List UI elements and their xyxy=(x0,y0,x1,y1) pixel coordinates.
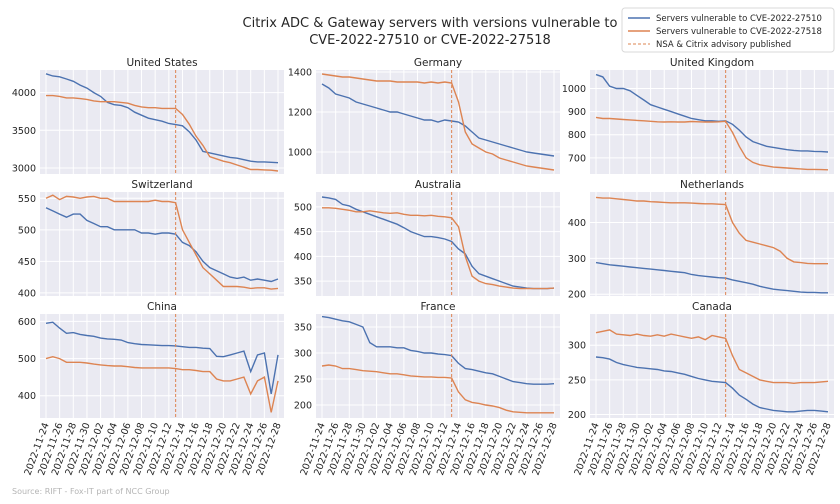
y-tick-label: 1200 xyxy=(288,108,312,119)
y-tick-label: 450 xyxy=(294,227,312,238)
source-note: Source: RIFT - Fox-IT part of NCC Group xyxy=(12,487,170,496)
y-tick-label: 550 xyxy=(18,194,36,205)
panel-united-kingdom: 700 800 900 1000 United Kingdom xyxy=(562,57,834,174)
y-tick-label: 250 xyxy=(568,375,586,386)
legend-box xyxy=(621,7,835,53)
series-line-cve-2022-27518 xyxy=(321,364,554,414)
y-tick-label: 500 xyxy=(18,225,36,236)
panel-australia: 350 400 450 500 Australia xyxy=(294,179,560,296)
series-line-cve-2022-27518 xyxy=(322,207,555,290)
y-tick-label: 300 xyxy=(294,349,312,360)
y-tick-label: 500 xyxy=(294,202,312,213)
legend-label-27518: Servers vulnerable to CVE-2022-27518 xyxy=(656,27,822,37)
plot-background xyxy=(40,314,284,418)
panel-china: 400500600China2022-11-242022-11-262022-1… xyxy=(18,301,284,477)
series-line-cve-2022-27510 xyxy=(321,83,555,157)
panel-title: Germany xyxy=(414,57,462,69)
panel-switzerland: 400 450 500 550 Switzerland xyxy=(18,179,284,299)
panels: 3000 3500 4000 United States 1000 1200 1400 Ger… xyxy=(12,57,834,477)
panel-title: France xyxy=(421,301,456,313)
chart-title-line-2: CVE-2022-27510 or CVE-2022-27518 xyxy=(309,33,551,48)
series-line-cve-2022-27518 xyxy=(45,194,279,290)
legend: Servers vulnerable to CVE-2022-27510 Ser… xyxy=(621,7,835,53)
y-tick-label: 400 xyxy=(294,252,312,263)
series-line-cve-2022-27518 xyxy=(595,196,828,265)
plot-background xyxy=(40,70,284,174)
panel-title: United Kingdom xyxy=(670,57,754,69)
panel-title: Switzerland xyxy=(131,179,192,191)
plot-background xyxy=(590,314,834,418)
y-tick-label: 250 xyxy=(294,375,312,386)
plot-background xyxy=(40,192,284,296)
series-line-cve-2022-27510 xyxy=(321,196,555,290)
plot-background xyxy=(590,192,834,296)
series-line-cve-2022-27510 xyxy=(595,261,828,294)
panel-canada: 200250300Canada2022-11-242022-11-262022-… xyxy=(568,301,834,477)
y-tick-label: 1400 xyxy=(288,68,312,79)
panel-france: 200250300350France2022-11-242022-11-2620… xyxy=(294,301,560,477)
series-line-cve-2022-27510 xyxy=(595,356,829,413)
series-line-cve-2022-27510 xyxy=(45,207,279,283)
plot-background xyxy=(316,314,560,418)
y-tick-label: 1000 xyxy=(562,84,586,95)
series-line-cve-2022-27518 xyxy=(595,329,829,385)
panel-title: United States xyxy=(126,57,197,69)
y-tick-label: 600 xyxy=(18,317,36,328)
y-tick-label: 900 xyxy=(568,107,586,118)
y-tick-label: 400 xyxy=(18,391,36,402)
series-line-cve-2022-27510 xyxy=(45,321,279,395)
y-tick-label: 200 xyxy=(568,290,586,301)
series-line-cve-2022-27518 xyxy=(45,355,279,413)
y-tick-label: 450 xyxy=(18,257,36,268)
panel-netherlands: 200 300 400 Netherlands xyxy=(568,179,834,301)
panel-title: Australia xyxy=(415,179,461,191)
y-tick-label: 800 xyxy=(568,130,586,141)
legend-label-27510: Servers vulnerable to CVE-2022-27510 xyxy=(656,14,822,24)
y-tick-label: 300 xyxy=(568,254,586,265)
chart-title-line-1: Citrix ADC & Gateway servers with versio… xyxy=(243,16,618,31)
series-line-cve-2022-27510 xyxy=(321,315,555,385)
series-line-cve-2022-27518 xyxy=(46,94,279,172)
y-tick-label: 700 xyxy=(568,153,586,164)
panel-united-states: 3000 3500 4000 United States xyxy=(12,57,284,174)
panel-germany: 1000 1200 1400 Germany xyxy=(288,57,560,174)
y-tick-label: 1000 xyxy=(288,148,312,159)
y-tick-label: 200 xyxy=(568,410,586,421)
y-tick-label: 400 xyxy=(18,288,36,299)
series-line-cve-2022-27518 xyxy=(321,73,555,171)
y-tick-label: 3500 xyxy=(12,126,36,137)
y-tick-label: 3000 xyxy=(12,163,36,174)
y-tick-label: 4000 xyxy=(12,88,36,99)
y-tick-label: 300 xyxy=(568,341,586,352)
series-line-cve-2022-27518 xyxy=(595,116,829,171)
y-tick-label: 400 xyxy=(568,218,586,229)
series-line-cve-2022-27510 xyxy=(595,73,829,153)
y-tick-label: 500 xyxy=(18,354,36,365)
panel-title: China xyxy=(147,301,177,313)
y-tick-label: 350 xyxy=(294,277,312,288)
legend-label-advisory: NSA & Citrix advisory published xyxy=(656,40,791,50)
series-line-cve-2022-27510 xyxy=(45,73,279,164)
y-tick-label: 350 xyxy=(294,323,312,334)
panel-title: Netherlands xyxy=(680,179,744,191)
y-tick-label: 200 xyxy=(294,401,312,412)
panel-title: Canada xyxy=(692,301,732,313)
